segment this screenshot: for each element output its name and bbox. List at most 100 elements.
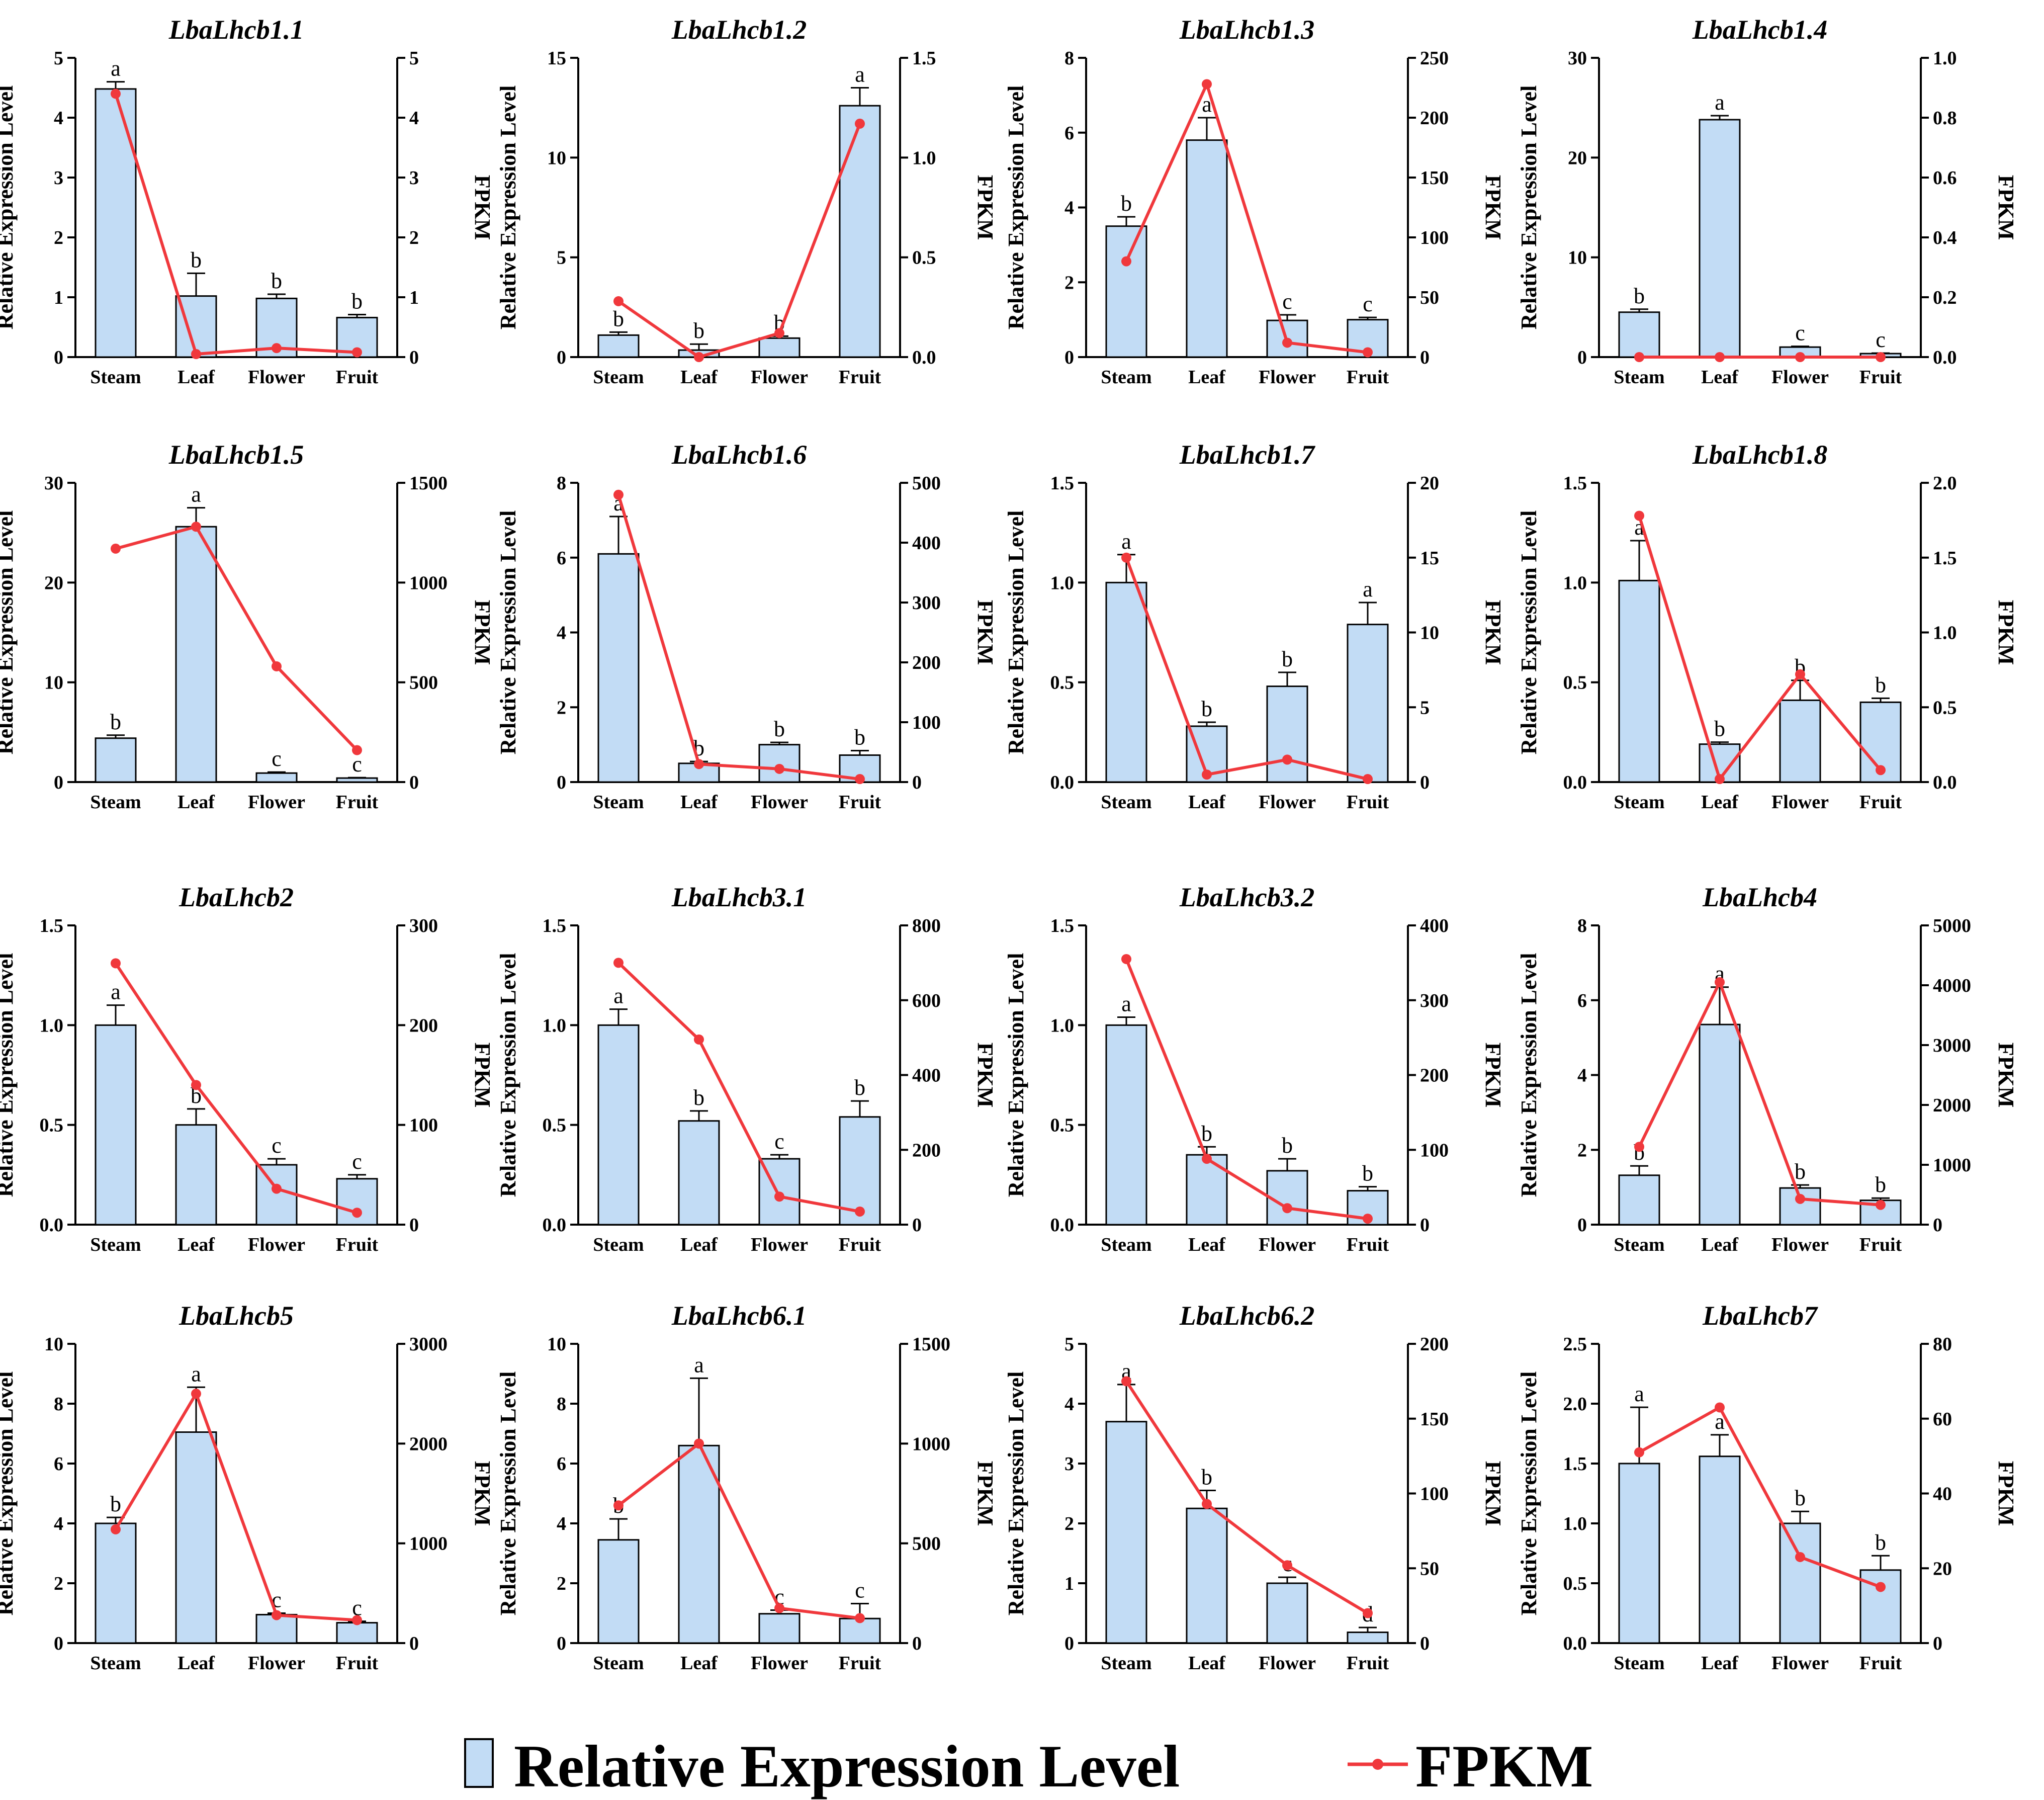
fpkm-point [111,543,121,554]
bar-steam [597,553,640,783]
y-tick-label: 10 [44,1334,63,1355]
y-tick-label: 1.0 [1050,572,1075,593]
y-tick-label: 20 [1568,147,1587,168]
y-axis-title: Relative Expression Level [1004,510,1028,755]
significance-letter: b [854,1075,865,1100]
fpkm-point [1795,1193,1805,1204]
y2-axis-title: FPKM [973,1043,998,1108]
significance-letter: b [1362,1161,1373,1186]
x-tick-label: Leaf [680,367,718,388]
y2-tick-label: 200 [409,1015,438,1036]
x-tick-label: Flower [1771,367,1829,388]
y2-tick-label: 0 [1420,347,1430,368]
x-tick-label: Flower [248,1234,305,1255]
fpkm-point [1876,765,1886,776]
fpkm-point [774,1603,784,1613]
bar-flower [1779,1187,1821,1226]
y2-tick-label: 1 [409,287,419,308]
y2-axis-title: FPKM [470,1461,495,1526]
fpkm-line [1125,82,1368,354]
x-tick-label: Fruit [1347,1234,1389,1255]
y-tick-label: 0.5 [1563,1573,1587,1594]
bar-fruit [336,1622,378,1644]
chart-title: LbaLhcb1.8 [1692,440,1827,470]
significance-letter: c [272,1133,282,1158]
y2-axis-title: FPKM [1994,175,2018,240]
chart-panel-5: LbaLhcb1.5 0 10 20 30 0 500 1000 1500 Relative Ex… [0,440,495,813]
y-tick-label: 30 [44,473,63,494]
significance-letter: c [1795,321,1805,346]
fpkm-point [1363,774,1373,785]
chart-panel-14: LbaLhcb6.1 0 2 4 6 8 10 0 500 1000 1500 Relative Ex… [496,1301,998,1674]
y-tick-label: 0.0 [543,1215,567,1236]
y2-axis-title: FPKM [470,175,495,240]
y-axis-title: Relative Expression Level [0,1372,18,1616]
fpkm-point [352,1208,362,1218]
x-tick-label: Flower [1771,792,1829,813]
y2-tick-label: 50 [1420,1558,1439,1579]
y-tick-label: 1.0 [543,1015,567,1036]
chart-title: LbaLhcb2 [179,882,294,912]
y2-tick-label: 5 [409,48,419,69]
fpkm-point [352,347,362,358]
bar-fruit [336,1178,378,1226]
significance-letter: b [1795,1159,1806,1184]
y-tick-label: 0 [557,772,566,793]
x-tick-label: Steam [90,367,141,388]
fpkm-point [613,958,624,968]
significance-letter: c [1363,292,1373,316]
y2-tick-label: 4 [409,108,419,129]
y-axis-title: Relative Expression Level [1004,85,1028,330]
y2-tick-label: 300 [409,915,438,936]
x-tick-label: Flower [1259,1234,1316,1255]
y2-tick-label: 100 [1420,1140,1449,1161]
chart-title: LbaLhcb1.5 [168,440,304,470]
chart-panel-10: LbaLhcb3.1 0.0 0.5 1.0 1.5 0 200 400 600 800 Relat… [496,882,998,1255]
y-tick-label: 0.5 [40,1115,64,1136]
bar-flower [1266,1582,1308,1644]
significance-letter: c [272,746,282,771]
fpkm-line [1125,1380,1369,1615]
y2-tick-label: 0.4 [1933,227,1957,248]
fpkm-line [1125,557,1368,781]
x-tick-label: Flower [248,792,305,813]
x-tick-label: Steam [90,792,141,813]
bar-steam [1105,1024,1147,1226]
y2-axis-title: FPKM [1481,600,1505,665]
y2-axis-title: FPKM [1481,1043,1505,1108]
fpkm-point [272,343,282,354]
fpkm-point [352,745,362,755]
significance-letter: a [1202,92,1212,117]
bar-flower [255,1164,298,1226]
bar-steam [95,1024,137,1226]
y-tick-label: 1.5 [1563,473,1587,494]
y2-tick-label: 3 [409,167,419,189]
fpkm-point [352,1615,362,1625]
x-tick-label: Fruit [336,792,379,813]
chart-title: LbaLhcb1.6 [671,440,807,470]
y-tick-label: 8 [1064,48,1074,69]
y2-tick-label: 0 [409,772,419,793]
y-axis-title: Relative Expression Level [1517,510,1541,755]
y2-tick-label: 0.8 [1933,108,1957,129]
y2-tick-label: 1000 [409,1533,448,1555]
y-tick-label: 0.0 [1563,1633,1587,1654]
fpkm-point [1121,954,1131,964]
y-tick-label: 4 [1064,198,1074,219]
y-tick-label: 6 [557,548,566,569]
legend-bar-swatch [464,1738,494,1788]
significance-letter: a [1121,529,1131,554]
y-tick-label: 0.0 [1563,772,1587,793]
x-tick-label: Fruit [839,367,881,388]
fpkm-point [1202,769,1212,780]
x-tick-label: Leaf [1188,1234,1226,1255]
fpkm-line [1125,958,1368,1221]
x-tick-label: Fruit [1859,792,1902,813]
y2-tick-label: 0 [912,772,922,793]
x-tick-label: Fruit [1347,792,1389,813]
y2-tick-label: 200 [1420,108,1449,129]
y2-tick-label: 15 [1420,548,1439,569]
y2-tick-label: 1000 [912,1433,950,1454]
chart-panel-9: LbaLhcb2 0.0 0.5 1.0 1.5 0 100 200 300 Relative E… [0,882,495,1255]
